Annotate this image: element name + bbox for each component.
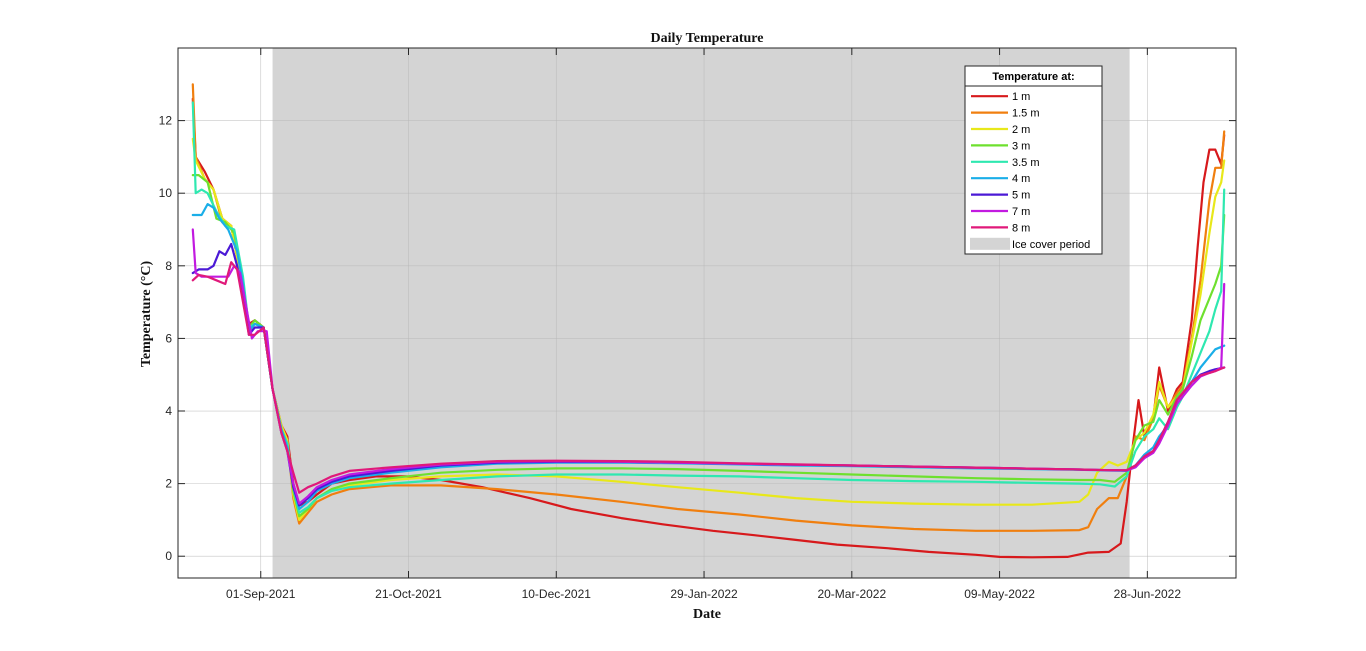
x-tick-label: 01-Sep-2021	[226, 587, 296, 601]
legend-entry-label: 2 m	[1012, 124, 1030, 136]
y-axis-label: Temperature (°C)	[139, 261, 154, 368]
x-tick-label: 21-Oct-2021	[375, 587, 442, 601]
legend-swatch	[970, 237, 1010, 250]
legend: Temperature at: 1 m 1.5 m 2 m 3 m 3.5 m 4 m 5 m…	[964, 65, 1103, 255]
legend-entry-label: 3.5 m	[1012, 157, 1040, 169]
legend-entry-label: 4 m	[1012, 173, 1030, 185]
x-tick-label: 09-May-2022	[964, 587, 1035, 601]
legend-entry-label: 3 m	[1012, 140, 1030, 152]
y-tick-label: 0	[165, 549, 172, 563]
y-tick-label: 6	[165, 331, 172, 345]
legend-entry-label: 1 m	[1012, 91, 1030, 103]
legend-entry-label: 5 m	[1012, 190, 1030, 202]
series-lines	[191, 83, 1226, 559]
series-line-3-m	[191, 174, 1226, 518]
legend-entry-label: 1.5 m	[1012, 108, 1040, 120]
legend-entry-label: 7 m	[1012, 206, 1030, 218]
y-tick-label: 12	[159, 114, 173, 128]
y-tick-label: 2	[165, 477, 172, 491]
axes-frame	[177, 47, 1237, 579]
y-tick-label: 10	[159, 186, 173, 200]
axes-box	[177, 47, 1237, 579]
legend-title: Temperature at:	[992, 71, 1074, 83]
x-axis-label: Date	[693, 607, 721, 622]
x-tick-label: 29-Jan-2022	[670, 587, 738, 601]
series-line-8-m	[191, 261, 1226, 494]
x-tick-label: 10-Dec-2021	[522, 587, 592, 601]
x-tick-label: 20-Mar-2022	[817, 587, 886, 601]
legend-box	[964, 65, 1103, 255]
chart-title: Daily Temperature	[651, 31, 764, 46]
y-tick-label: 4	[165, 404, 172, 418]
axis-ticks: 0 2 4 6 8 10 12 01-Sep-2021 21-Oct-2021 10-Dec-20…	[159, 48, 1236, 601]
legend-entry-label: Ice cover period	[1012, 239, 1090, 251]
x-tick-label: 28-Jun-2022	[1114, 587, 1182, 601]
legend-entry-label: 8 m	[1012, 222, 1030, 234]
y-tick-label: 8	[165, 259, 172, 273]
